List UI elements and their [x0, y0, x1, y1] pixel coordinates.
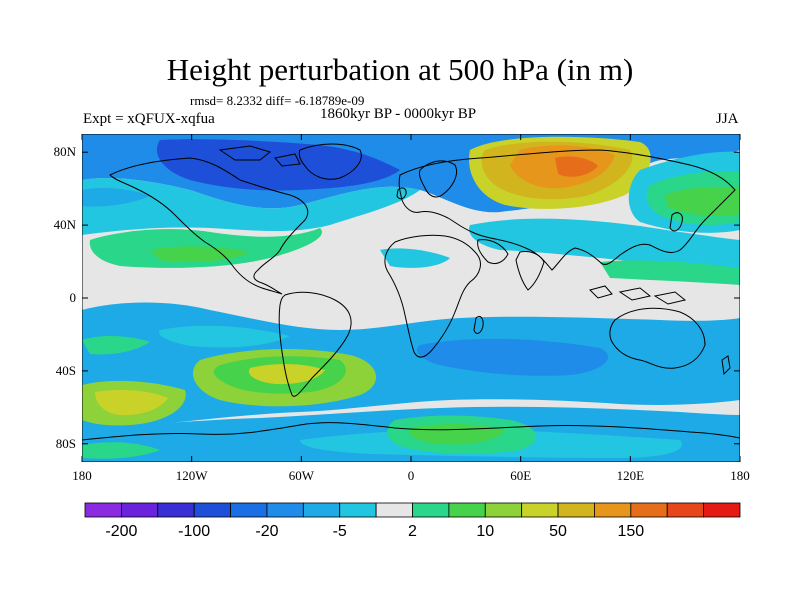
field-eastasia-green2 — [665, 186, 740, 216]
x-tick-label: 180 — [730, 468, 750, 483]
x-tick-label: 0 — [408, 468, 415, 483]
map-panel — [82, 134, 740, 462]
contour-fields — [82, 134, 740, 462]
field-na-teal — [82, 188, 150, 207]
field-south-pacific-core — [95, 390, 168, 416]
coast-eurasia — [398, 149, 736, 271]
colorbar-swatch — [120, 502, 159, 518]
coast-antarctica — [82, 422, 740, 441]
y-tick-label: 80N — [54, 144, 77, 159]
coast-uk — [396, 187, 407, 200]
colorbar-swatch — [193, 502, 231, 518]
x-tick-label: 120E — [617, 468, 645, 483]
colorbar-swatch — [157, 502, 195, 518]
field-sh-lightblue — [159, 325, 290, 348]
coast-north-america — [109, 157, 309, 295]
plot-title: Height perturbation at 500 hPa (in m) — [166, 52, 634, 87]
plot-subtitle: 1860kyr BP - 0000kyr BP — [320, 106, 477, 122]
colorbar-label: -200 — [105, 523, 137, 540]
coast-japan — [669, 212, 683, 232]
x-tick-label: 60W — [289, 468, 315, 483]
x-tick-label: 180 — [72, 468, 92, 483]
colorbar-label: 2 — [408, 523, 417, 540]
colorbar-swatch — [630, 502, 668, 518]
x-tick-label: 120W — [176, 468, 209, 483]
coast-greenland — [298, 143, 362, 180]
field-atlantic-lightblue — [380, 248, 450, 268]
field-sh-west-green — [82, 336, 150, 355]
field-south-atlantic-core — [248, 364, 325, 385]
colorbar-swatch — [412, 502, 450, 518]
colorbar-swatch — [302, 502, 341, 518]
colorbar-swatch — [594, 502, 632, 518]
colorbar-label: 10 — [476, 523, 494, 540]
colorbar-swatch — [666, 502, 705, 518]
field-siberia-core — [555, 156, 598, 177]
coastlines — [82, 143, 740, 441]
coast-new-zealand — [721, 355, 731, 376]
colorbar-swatch — [84, 502, 122, 518]
field-antarctic-green-west — [82, 442, 160, 459]
colorbar-swatch — [703, 502, 741, 518]
field-tropics-green-pacific — [600, 260, 740, 285]
coast-se-asia-islands — [589, 285, 687, 305]
colorbar-label: 50 — [549, 523, 567, 540]
colorbar-swatch — [448, 502, 486, 518]
stats-line: rmsd= 8.2332 diff= -6.18789e-09 — [190, 93, 365, 108]
y-tick-label: 40N — [54, 217, 77, 232]
colorbar-swatch — [339, 502, 377, 518]
field-na-green2 — [150, 246, 250, 262]
colorbar-label: -5 — [333, 523, 347, 540]
coast-arabia-india — [477, 239, 545, 291]
coast-australia — [609, 307, 706, 369]
coast-south-america — [278, 291, 352, 397]
colorbar-label: -20 — [255, 523, 278, 540]
x-tick-label: 60E — [510, 468, 531, 483]
coast-madagascar — [473, 315, 484, 334]
field-na-lightblue — [82, 178, 420, 235]
colorbar: -200 -100 -20 -5 2 10 50 150 — [84, 502, 741, 540]
field-tropics-lightblue — [469, 218, 740, 275]
field-sh-blue-core — [416, 338, 609, 376]
colorbar-label: 150 — [617, 523, 644, 540]
colorbar-label: -100 — [178, 523, 210, 540]
experiment-label: Expt = xQFUX-xqfua — [83, 111, 215, 127]
colorbar-swatch — [230, 502, 268, 518]
coast-canada-islands — [218, 145, 301, 167]
y-tick-label: 40S — [56, 363, 76, 378]
colorbar-swatch — [266, 502, 304, 518]
colorbar-swatch — [484, 502, 523, 518]
axis-ticks: 180 120W 60W 0 60E 120E 180 80N 40N 0 40S 80S — [54, 134, 750, 483]
colorbar-swatch — [521, 502, 559, 518]
coast-scandinavia — [419, 160, 457, 198]
coast-africa — [384, 234, 481, 358]
colorbar-swatch — [375, 502, 413, 518]
season-label: JJA — [716, 111, 739, 127]
colorbar-swatch — [557, 502, 595, 518]
y-tick-label: 80S — [56, 436, 76, 451]
y-tick-label: 0 — [70, 290, 77, 305]
